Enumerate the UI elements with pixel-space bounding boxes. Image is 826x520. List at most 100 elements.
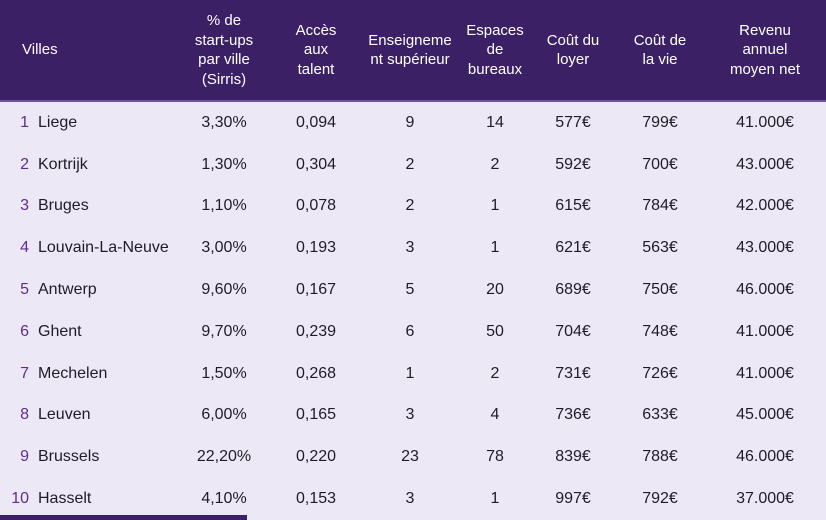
cell-acces-talent: 0,094 — [295, 113, 337, 131]
cell-rank: 3 — [20, 197, 29, 215]
cell-espaces: 50 — [486, 322, 504, 340]
cell-enseignement: 3 — [405, 239, 415, 257]
column-header-villes: Villes — [22, 41, 58, 59]
cell-startups: 3,00% — [201, 239, 247, 257]
table-row: 3 Bruges 1,10% 0,078 2 1 615€ 784€ 42.000€ — [0, 186, 826, 228]
cell-city: Ghent — [38, 322, 82, 340]
cell-revenu: 46.000€ — [736, 281, 794, 299]
cell-revenu: 37.000€ — [736, 490, 794, 508]
table-row: 4 Louvain-La-Neuve 3,00% 0,193 3 1 621€ 563€ 43.… — [0, 227, 826, 269]
cell-city: Antwerp — [38, 281, 97, 299]
table-row: 2 Kortrijk 1,30% 0,304 2 2 592€ 700€ 43.000€ — [0, 144, 826, 186]
cell-cout-loyer: 997€ — [555, 490, 591, 508]
cell-rank: 9 — [20, 448, 29, 466]
cell-cout-vie: 799€ — [642, 113, 678, 131]
table-row: 9 Brussels 22,20% 0,220 23 78 839€ 788€ 46.000€ — [0, 436, 826, 478]
table-row: 1 Liege 3,30% 0,094 9 14 577€ 799€ 41.000€ — [0, 102, 826, 144]
cell-startups: 1,50% — [201, 364, 247, 382]
cell-cout-vie: 748€ — [642, 322, 678, 340]
cell-enseignement: 1 — [405, 364, 415, 382]
cell-rank: 4 — [20, 239, 29, 257]
column-header-acces-talent: Accès aux talent — [295, 21, 337, 78]
cell-acces-talent: 0,167 — [295, 281, 337, 299]
cell-enseignement: 3 — [405, 490, 415, 508]
cell-acces-talent: 0,193 — [295, 239, 337, 257]
cell-enseignement: 5 — [405, 281, 415, 299]
cell-rank: 2 — [20, 155, 29, 173]
cell-city: Liege — [38, 113, 78, 131]
cell-city: Leuven — [38, 406, 91, 424]
cell-rank: 6 — [20, 322, 29, 340]
cell-cout-vie: 784€ — [642, 197, 678, 215]
cell-acces-talent: 0,304 — [295, 155, 337, 173]
cell-revenu: 42.000€ — [736, 197, 794, 215]
column-header-startups-percent: % de start-ups par ville (Sirris) — [194, 12, 254, 88]
table-row: 7 Mechelen 1,50% 0,268 1 2 731€ 726€ 41.000€ — [0, 353, 826, 395]
cell-startups: 22,20% — [196, 448, 252, 466]
cell-startups: 9,70% — [201, 322, 247, 340]
cell-city: Bruges — [38, 197, 89, 215]
cell-cout-vie: 792€ — [642, 490, 678, 508]
cell-city: Hasselt — [38, 490, 92, 508]
cell-acces-talent: 0,268 — [295, 364, 337, 382]
cell-rank: 8 — [20, 406, 29, 424]
cell-enseignement: 2 — [405, 155, 415, 173]
cell-revenu: 41.000€ — [736, 322, 794, 340]
cell-acces-talent: 0,078 — [295, 197, 337, 215]
cell-espaces: 2 — [490, 155, 500, 173]
cell-espaces: 4 — [490, 406, 500, 424]
cell-espaces: 78 — [486, 448, 504, 466]
cell-cout-loyer: 704€ — [555, 322, 591, 340]
cell-enseignement: 6 — [405, 322, 415, 340]
table-header-row: Villes % de start-ups par ville (Sirris)… — [0, 0, 826, 102]
cell-cout-loyer: 592€ — [555, 155, 591, 173]
cell-cout-loyer: 621€ — [555, 239, 591, 257]
cell-revenu: 41.000€ — [736, 113, 794, 131]
cell-enseignement: 2 — [405, 197, 415, 215]
cell-cout-vie: 700€ — [642, 155, 678, 173]
cell-cout-vie: 750€ — [642, 281, 678, 299]
footer-accent-bar — [0, 515, 247, 520]
column-header-revenu: Revenu annuel moyen net — [729, 21, 801, 78]
cell-acces-talent: 0,220 — [295, 448, 337, 466]
cell-cout-vie: 726€ — [642, 364, 678, 382]
cell-startups: 1,10% — [201, 197, 247, 215]
column-header-espaces-bureaux: Espaces de bureaux — [466, 21, 524, 78]
cell-enseignement: 9 — [405, 113, 415, 131]
cell-cout-loyer: 615€ — [555, 197, 591, 215]
cell-acces-talent: 0,165 — [295, 406, 337, 424]
cell-espaces: 14 — [486, 113, 504, 131]
cell-rank: 1 — [20, 113, 29, 131]
cell-startups: 6,00% — [201, 406, 247, 424]
cell-cout-vie: 563€ — [642, 239, 678, 257]
cell-cout-loyer: 689€ — [555, 281, 591, 299]
cell-revenu: 43.000€ — [736, 155, 794, 173]
cell-acces-talent: 0,153 — [295, 490, 337, 508]
cell-enseignement: 3 — [405, 406, 415, 424]
cell-cout-loyer: 839€ — [555, 448, 591, 466]
cell-cout-vie: 788€ — [642, 448, 678, 466]
cell-cout-loyer: 731€ — [555, 364, 591, 382]
cell-city: Louvain-La-Neuve — [38, 239, 169, 257]
cell-espaces: 1 — [490, 239, 500, 257]
table-row: 6 Ghent 9,70% 0,239 6 50 704€ 748€ 41.000€ — [0, 311, 826, 353]
cell-revenu: 43.000€ — [736, 239, 794, 257]
cell-city: Kortrijk — [38, 155, 88, 173]
cell-espaces: 20 — [486, 281, 504, 299]
cell-rank: 10 — [11, 490, 29, 508]
table-body: 1 Liege 3,30% 0,094 9 14 577€ 799€ 41.000€ 2 Kortr… — [0, 102, 826, 520]
table-row: 8 Leuven 6,00% 0,165 3 4 736€ 633€ 45.000€ — [0, 395, 826, 437]
column-header-enseignement: Enseigneme nt supérieur — [368, 31, 452, 69]
table-row: 5 Antwerp 9,60% 0,167 5 20 689€ 750€ 46.000€ — [0, 269, 826, 311]
cell-espaces: 1 — [490, 490, 500, 508]
cell-revenu: 46.000€ — [736, 448, 794, 466]
cell-cout-loyer: 736€ — [555, 406, 591, 424]
cell-espaces: 2 — [490, 364, 500, 382]
cell-cout-vie: 633€ — [642, 406, 678, 424]
table-row: 10 Hasselt 4,10% 0,153 3 1 997€ 792€ 37.000€ — [0, 478, 826, 520]
cell-espaces: 1 — [490, 197, 500, 215]
cell-startups: 4,10% — [201, 490, 247, 508]
cell-startups: 9,60% — [201, 281, 247, 299]
cell-city: Brussels — [38, 448, 100, 466]
